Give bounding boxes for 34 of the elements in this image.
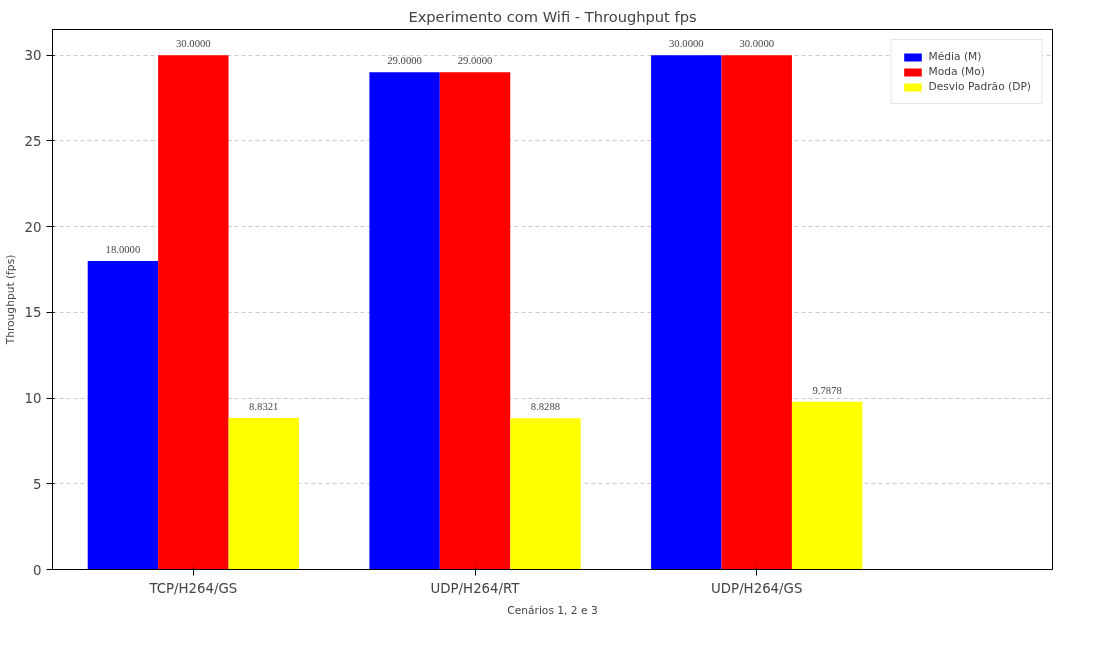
x-axis-title: Cenários 1, 2 e 3 xyxy=(507,603,598,617)
y-tick-label: 15 xyxy=(24,305,42,321)
legend-label: Moda (Mo) xyxy=(928,65,985,78)
bar xyxy=(721,55,792,570)
y-tick-label: 25 xyxy=(24,133,42,149)
y-tick-label: 5 xyxy=(33,476,42,492)
bar xyxy=(651,55,722,570)
data-label: 29.0000 xyxy=(387,55,422,67)
data-label: 8.8321 xyxy=(249,401,279,413)
y-tick-label: 10 xyxy=(24,391,42,407)
chart-title: Experimento com Wifi - Throughput fps xyxy=(408,7,697,25)
data-label: 8.8288 xyxy=(530,401,561,413)
bar xyxy=(439,72,511,570)
y-tick-label: 20 xyxy=(24,219,42,235)
data-label: 29.0000 xyxy=(457,55,493,67)
bar xyxy=(228,418,299,570)
data-label: 9.7878 xyxy=(812,384,842,396)
data-label: 30.0000 xyxy=(739,38,775,50)
data-label: 30.0000 xyxy=(668,38,704,50)
y-tick-label: 30 xyxy=(24,48,42,64)
y-axis-title: Throughput (fps) xyxy=(3,254,17,346)
y-tick-label: 0 xyxy=(33,562,42,578)
legend-label: Média (M) xyxy=(928,50,982,63)
legend-label: Desvio Padrão (DP) xyxy=(928,80,1031,93)
bar xyxy=(158,55,229,570)
bar xyxy=(369,72,440,570)
data-label: 18.0000 xyxy=(105,243,141,255)
x-tick-label: UDP/H264/RT xyxy=(430,580,521,596)
bar xyxy=(87,260,159,570)
x-tick-label: UDP/H264/GS xyxy=(711,580,803,596)
x-tick-label: TCP/H264/GS xyxy=(148,580,238,596)
bar xyxy=(791,401,863,570)
bar xyxy=(510,418,581,570)
data-label: 30.0000 xyxy=(176,38,211,50)
